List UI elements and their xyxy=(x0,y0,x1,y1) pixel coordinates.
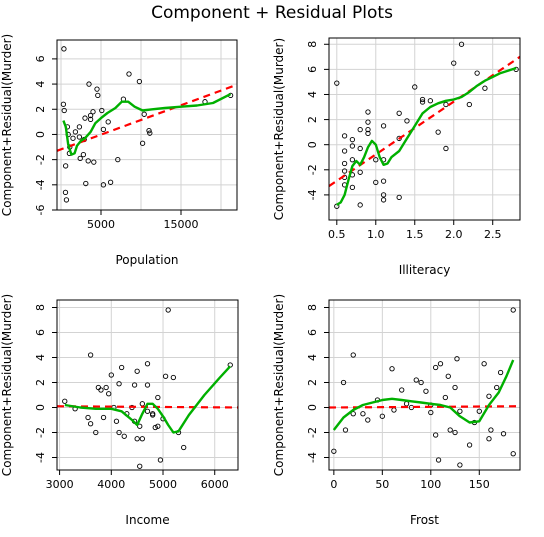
x-axis-label: Income xyxy=(125,513,169,527)
y-tick-label: 4 xyxy=(306,91,319,98)
x-tick-label: 3000 xyxy=(46,478,74,491)
x-tick-label: 2.5 xyxy=(484,228,502,241)
x-tick-label: 4000 xyxy=(97,478,125,491)
y-axis-label: Component+Residual(Murder) xyxy=(272,294,286,476)
x-tick-label: 6000 xyxy=(201,478,229,491)
x-tick-label: 5000 xyxy=(87,218,115,231)
y-tick-label: 0 xyxy=(34,131,47,138)
x-tick-label: 15000 xyxy=(164,218,199,231)
x-axis-label: Population xyxy=(115,253,178,267)
y-tick-label: -4 xyxy=(34,452,47,463)
x-tick-label: 1.0 xyxy=(367,228,385,241)
y-tick-label: -2 xyxy=(34,154,47,165)
y-axis-label: Component+Residual(Murder) xyxy=(272,38,286,220)
y-tick-label: 2 xyxy=(34,106,47,113)
y-tick-label: 4 xyxy=(306,354,319,361)
y-tick-label: 0 xyxy=(34,404,47,411)
y-tick-label: 4 xyxy=(34,81,47,88)
x-tick-label: 0.5 xyxy=(328,228,346,241)
y-tick-label: 8 xyxy=(306,304,319,311)
y-tick-label: 4 xyxy=(34,354,47,361)
y-tick-label: 2 xyxy=(34,379,47,386)
x-tick-label: 1.5 xyxy=(406,228,424,241)
x-tick-label: 100 xyxy=(420,478,441,491)
y-axis-label: Component+Residual(Murder) xyxy=(0,34,14,216)
x-tick-label: 5000 xyxy=(149,478,177,491)
y-axis-label: Component+Residual(Murder) xyxy=(0,294,14,476)
y-tick-label: 6 xyxy=(306,66,319,73)
y-tick-label: -4 xyxy=(306,189,319,200)
x-axis-label: Illiteracy xyxy=(399,263,451,277)
y-tick-label: -4 xyxy=(34,179,47,190)
y-tick-label: 2 xyxy=(306,379,319,386)
y-tick-label: 2 xyxy=(306,116,319,123)
y-tick-label: -2 xyxy=(306,164,319,175)
y-tick-label: 0 xyxy=(306,404,319,411)
y-tick-label: -2 xyxy=(34,427,47,438)
x-tick-label: 50 xyxy=(375,478,389,491)
x-axis-label: Frost xyxy=(410,513,439,527)
y-tick-label: 8 xyxy=(306,41,319,48)
y-tick-label: -2 xyxy=(306,427,319,438)
x-tick-label: 2.0 xyxy=(445,228,463,241)
y-tick-label: 0 xyxy=(306,141,319,148)
figure-title: Component + Residual Plots xyxy=(151,3,393,23)
x-tick-label: 0 xyxy=(330,478,337,491)
x-tick-label: 150 xyxy=(469,478,490,491)
y-tick-label: 6 xyxy=(34,329,47,336)
y-tick-label: -6 xyxy=(34,205,47,216)
y-tick-label: 6 xyxy=(306,329,319,336)
y-tick-label: 6 xyxy=(34,55,47,62)
y-tick-label: -4 xyxy=(306,452,319,463)
y-tick-label: 8 xyxy=(34,304,47,311)
